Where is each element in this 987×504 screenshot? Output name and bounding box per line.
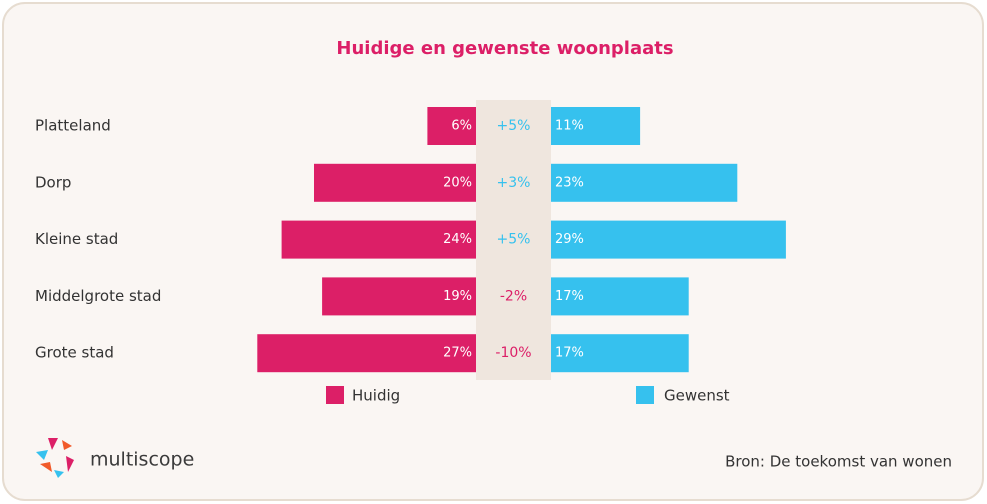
difference-label: +5% [497, 118, 531, 134]
bar-huidig [257, 334, 476, 373]
value-label: 17% [555, 346, 584, 361]
bar-gewenst [551, 277, 689, 316]
value-label: 29% [555, 232, 584, 247]
logo [36, 438, 74, 478]
bar-huidig [314, 163, 476, 202]
category-label: Middelgrote stad [35, 287, 161, 305]
legend-label: Gewenst [664, 387, 730, 405]
difference-band [476, 100, 551, 380]
category-label: Kleine stad [35, 230, 118, 248]
difference-label: -10% [495, 345, 531, 361]
category-label: Grote stad [35, 344, 114, 362]
legend-label: Huidig [352, 387, 400, 405]
difference-label: -2% [500, 288, 527, 304]
legend-swatch [326, 386, 344, 404]
bar-huidig [427, 107, 476, 145]
difference-label: +3% [497, 175, 531, 191]
bar-huidig [281, 220, 476, 259]
source: Bron: De toekomst van wonen [725, 453, 952, 471]
value-label: 24% [443, 232, 472, 247]
value-label: 17% [555, 289, 584, 304]
bar-huidig [322, 277, 476, 316]
legend-swatch [636, 386, 654, 404]
difference-label: +5% [497, 232, 531, 248]
bar-gewenst [551, 107, 641, 145]
value-label: 20% [443, 175, 472, 190]
value-label: 27% [443, 346, 472, 361]
value-label: 19% [443, 289, 472, 304]
category-label: Dorp [35, 173, 71, 191]
category-label: Platteland [35, 117, 111, 135]
value-label: 6% [451, 119, 472, 134]
value-label: 23% [555, 175, 584, 190]
chart-title: Huidige en gewenste woonplaats [336, 38, 673, 59]
bar-gewenst [551, 334, 689, 373]
bar-gewenst [551, 163, 738, 202]
bar-gewenst [551, 220, 786, 259]
brand: multiscope [90, 449, 194, 471]
value-label: 11% [555, 119, 584, 134]
